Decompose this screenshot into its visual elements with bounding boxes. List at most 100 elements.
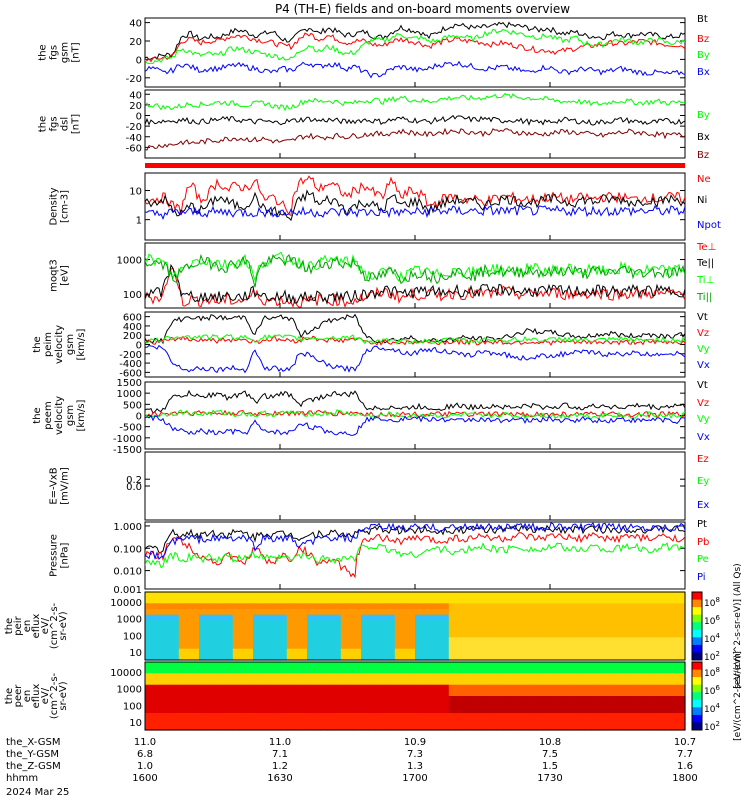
spectrogram-cell (327, 701, 335, 708)
spectrogram-cell (232, 631, 241, 638)
spectrogram-cell (550, 679, 558, 686)
spectrogram-cell (347, 592, 355, 599)
spectrogram-cell (529, 592, 538, 599)
spectrogram-cell (300, 626, 308, 633)
spectrogram-cell (246, 701, 254, 708)
spectrogram-cell (286, 701, 295, 708)
spectrogram-cell (185, 597, 193, 604)
ylabel-line: the (4, 618, 15, 634)
spectrogram-cell (651, 690, 659, 697)
xaxis-value: 6.8 (137, 749, 153, 760)
spectrogram-cell (651, 648, 659, 655)
spectrogram-cell (421, 643, 430, 650)
spectrogram-cell (651, 637, 659, 644)
spectrogram-cell (327, 707, 335, 714)
spectrogram-cell (597, 592, 605, 599)
spectrogram-cell (205, 597, 214, 604)
spectrogram-cell (232, 718, 241, 725)
spectrogram-cell (644, 626, 652, 633)
spectrogram-cell (320, 673, 328, 680)
spectrogram-cell (529, 718, 538, 725)
spectrogram-cell (185, 626, 193, 633)
spectrogram-cell (246, 724, 254, 731)
spectrogram-cell (145, 696, 153, 703)
spectrogram-cell (408, 637, 416, 644)
series-line-Pt (145, 524, 685, 554)
spectrogram-cell (185, 643, 193, 650)
spectrogram-cell (631, 690, 639, 697)
spectrogram-cell (239, 707, 247, 714)
spectrogram-cell (543, 662, 551, 669)
spectrogram-cell (192, 673, 200, 680)
spectrogram-cell (354, 662, 362, 669)
spectrogram-cell (327, 609, 335, 616)
spectrogram-cell (590, 620, 598, 627)
spectrogram-cell (300, 707, 308, 714)
spectrogram-cell (610, 597, 619, 604)
ytick-label: 20 (129, 37, 142, 48)
spectrogram-cell (475, 620, 484, 627)
spectrogram-cell (158, 673, 166, 680)
spectrogram-cell (408, 690, 416, 697)
spectrogram-cell (408, 707, 416, 714)
spectrogram-cell (624, 648, 632, 655)
spectrogram-cell (462, 643, 470, 650)
spectrogram-cell (185, 603, 193, 610)
spectrogram-cell (489, 620, 497, 627)
spectrogram-cell (253, 643, 261, 650)
spectrogram-cell (516, 626, 524, 633)
spectrogram-cell (192, 597, 200, 604)
spectrogram-cell (293, 673, 301, 680)
spectrogram-cell (388, 643, 396, 650)
spectrogram-cell (529, 690, 538, 697)
spectrogram-cell (239, 637, 247, 644)
spectrogram-cell (300, 614, 308, 621)
spectrogram-cell (550, 654, 558, 661)
spectrogram-cell (678, 654, 686, 661)
spectrogram-cell (259, 603, 268, 610)
spectrogram-cell (165, 597, 173, 604)
spectrogram-cell (273, 679, 281, 686)
spectrogram-cell (570, 603, 578, 610)
spectrogram-cell (462, 626, 470, 633)
spectrogram-cell (482, 701, 490, 708)
spectrogram-cell (327, 673, 335, 680)
spectrogram-cell (610, 724, 619, 731)
spectrogram-cell (637, 679, 646, 686)
spectrogram-cell (199, 614, 207, 621)
spectrogram-cell (374, 673, 382, 680)
spectrogram-cell (293, 690, 301, 697)
spectrogram-cell (590, 637, 598, 644)
spectrogram-cell (313, 713, 322, 720)
colorbar-tick: 104 (704, 702, 720, 715)
spectrogram-cell (664, 667, 673, 674)
ylabel-line: [nT] (71, 42, 82, 62)
spectrogram-cell (313, 701, 322, 708)
spectrogram-cell (415, 690, 423, 697)
ylabel-line: velocity (54, 396, 65, 435)
spectrogram-cell (408, 667, 416, 674)
spectrogram-cell (178, 667, 187, 674)
spectrogram-cell (212, 620, 220, 627)
spectrogram-cell (435, 679, 443, 686)
spectrogram-cell (185, 631, 193, 638)
spectrogram-cell (361, 597, 369, 604)
spectrogram-cell (428, 603, 436, 610)
spectrogram-cell (442, 684, 450, 691)
spectrogram-cell (590, 713, 598, 720)
spectrogram-cell (624, 626, 632, 633)
spectrogram-cell (678, 614, 686, 621)
spectrogram-cell (435, 713, 443, 720)
spectrogram-cell (624, 603, 632, 610)
spectrogram-cell (253, 648, 261, 655)
spectrogram-cell (151, 626, 160, 633)
spectrogram-cell (475, 690, 484, 697)
spectrogram-cell (212, 643, 220, 650)
spectrogram-cell (671, 637, 679, 644)
spectrogram-cell (536, 684, 544, 691)
spectrogram-cell (185, 648, 193, 655)
ylabel-line: [km/s] (76, 399, 87, 431)
spectrogram-cell (496, 614, 504, 621)
spectrogram-cell (212, 603, 220, 610)
